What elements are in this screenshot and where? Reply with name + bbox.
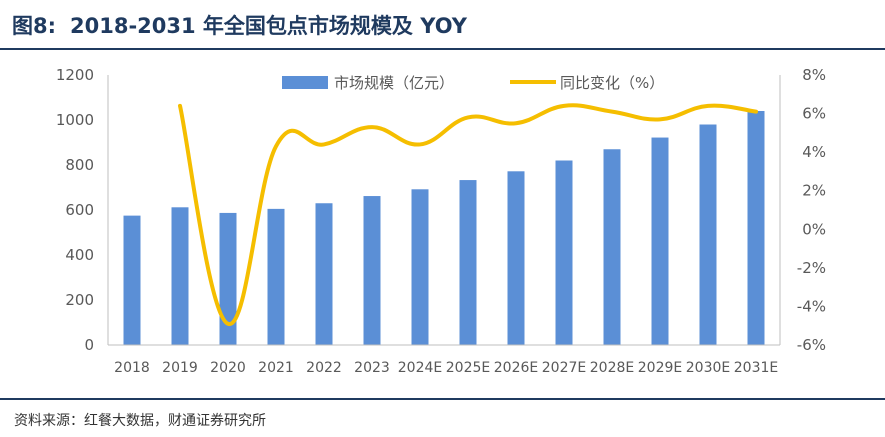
x-tick-label: 2020	[210, 360, 246, 376]
x-axis-ticks: 2018 2019 2020 2021 2022 2023 2024E 2025E 2026E 2…	[114, 360, 778, 376]
x-tick-label: 2025E	[446, 360, 490, 376]
axes	[107, 75, 781, 346]
bar	[603, 149, 621, 345]
legend-swatch-bar	[282, 76, 328, 89]
right-tick-label: 6%	[802, 105, 826, 123]
chart: 0 200 400 600 800 1000 1200 -6% -4% -2% 0% 2% 4% 6% 8…	[56, 66, 826, 376]
left-tick-label: 200	[65, 291, 94, 309]
bar	[747, 111, 765, 345]
left-tick-label: 0	[84, 336, 94, 354]
figure-title: 图8: 2018-2031 年全国包点市场规模及 YOY	[12, 10, 467, 40]
bar	[171, 207, 189, 345]
left-axis-ticks: 0 200 400 600 800 1000 1200	[56, 66, 94, 354]
x-tick-label: 2029E	[638, 360, 682, 376]
figure-number: 图8:	[12, 14, 57, 38]
bar	[507, 171, 525, 345]
right-tick-label: -4%	[797, 297, 826, 315]
right-tick-label: -2%	[797, 259, 826, 277]
bar	[651, 137, 669, 345]
x-tick-label: 2026E	[494, 360, 538, 376]
title-text: 2018-2031 年全国包点市场规模及 YOY	[70, 14, 468, 38]
right-axis-ticks: -6% -4% -2% 0% 2% 4% 6% 8%	[797, 66, 826, 354]
x-tick-label: 2028E	[590, 360, 634, 376]
left-tick-label: 1200	[56, 66, 94, 84]
right-tick-label: 8%	[802, 66, 826, 84]
right-tick-label: 2%	[802, 182, 826, 200]
bar	[123, 215, 141, 345]
left-tick-label: 400	[65, 246, 94, 264]
yoy-line	[178, 103, 758, 326]
x-tick-label: 2019	[162, 360, 198, 376]
bar	[219, 212, 237, 345]
x-tick-label: 2021	[258, 360, 294, 376]
right-tick-label: 0%	[802, 220, 826, 238]
x-tick-label: 2030E	[686, 360, 730, 376]
line-series	[178, 103, 758, 326]
legend-label-bar: 市场规模（亿元）	[334, 74, 454, 92]
bar	[555, 160, 573, 345]
x-tick-label: 2023	[354, 360, 390, 376]
left-tick-label: 1000	[56, 111, 94, 129]
legend: 市场规模（亿元） 同比变化（%）	[282, 74, 664, 92]
left-tick-label: 600	[65, 201, 94, 219]
bar	[267, 208, 285, 345]
bar	[363, 196, 381, 345]
left-tick-label: 800	[65, 156, 94, 174]
bar	[411, 189, 429, 345]
x-tick-label: 2022	[306, 360, 342, 376]
title-rule	[0, 48, 885, 50]
bar	[315, 203, 333, 345]
legend-label-line: 同比变化（%）	[560, 74, 664, 92]
x-tick-label: 2031E	[734, 360, 778, 376]
bar	[699, 124, 717, 345]
bar-series	[123, 111, 765, 345]
x-tick-label: 2027E	[542, 360, 586, 376]
footer-rule	[0, 398, 885, 400]
right-tick-label: -6%	[797, 336, 826, 354]
x-tick-label: 2018	[114, 360, 150, 376]
bar	[459, 180, 477, 345]
right-tick-label: 4%	[802, 143, 826, 161]
x-tick-label: 2024E	[398, 360, 442, 376]
source-note: 资料来源：红餐大数据，财通证券研究所	[14, 413, 266, 429]
